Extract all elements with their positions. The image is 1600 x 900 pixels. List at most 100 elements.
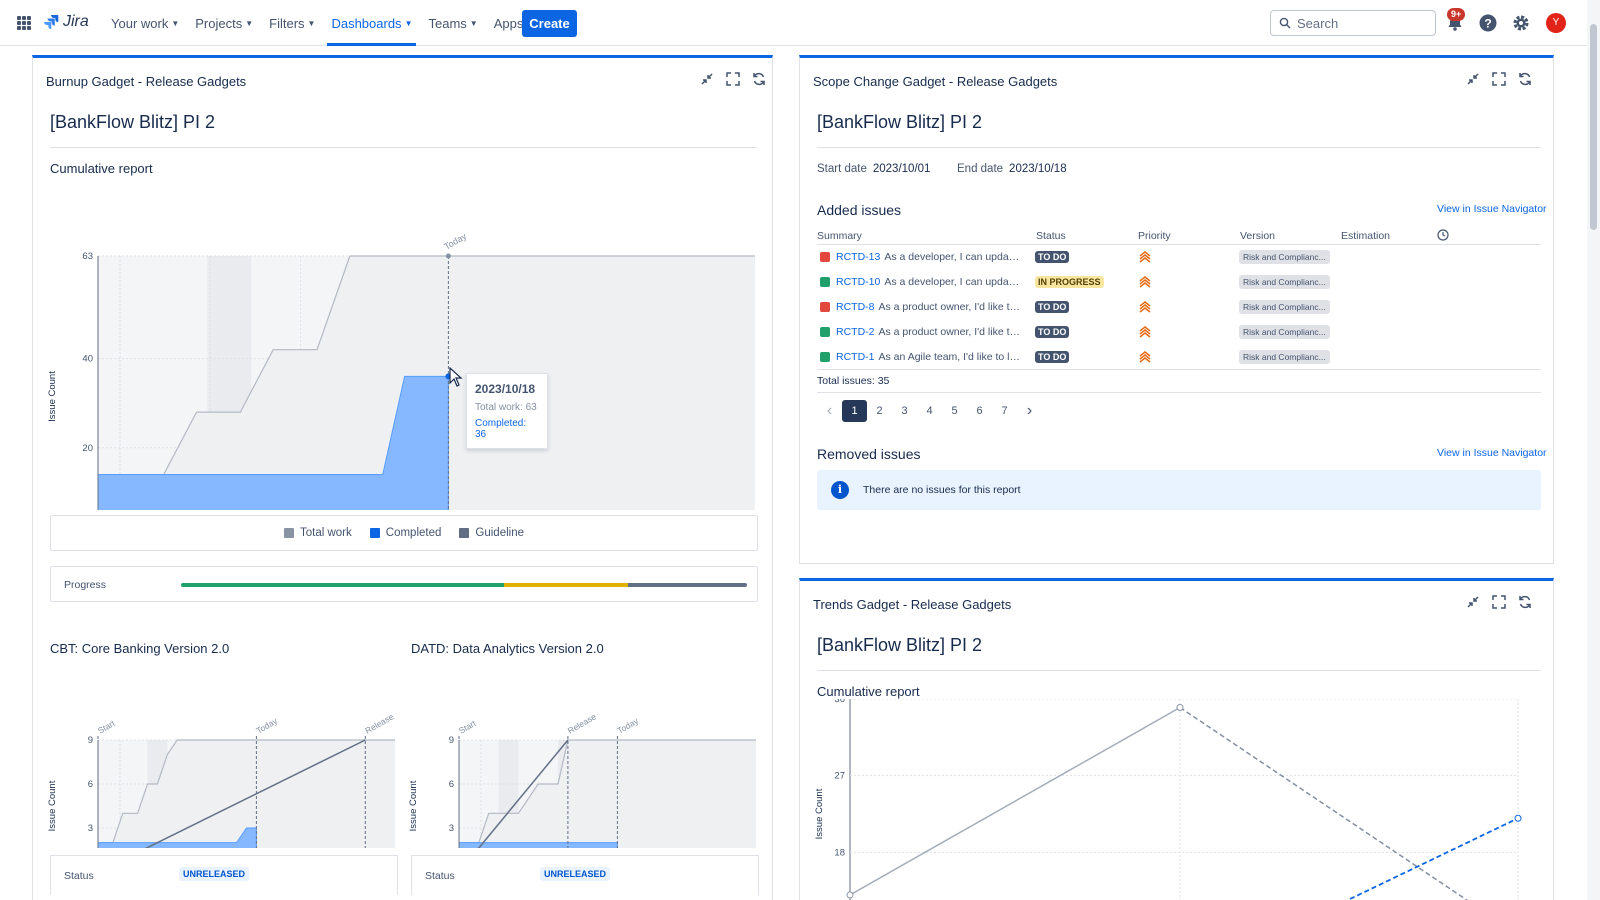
progress-label: Progress — [64, 579, 107, 591]
guideline-line — [477, 739, 569, 848]
app-switcher-icon[interactable] — [17, 16, 31, 30]
maximize-icon[interactable] — [726, 72, 740, 86]
table-row[interactable]: RCTD-13 As a developer, I can update d...… — [817, 245, 1525, 270]
column-header-status[interactable]: Status — [1036, 230, 1066, 242]
user-avatar[interactable]: Y — [1546, 13, 1566, 33]
svg-text:?: ? — [1484, 17, 1491, 31]
view-in-issue-navigator-link[interactable]: View in Issue Navigator — [1437, 203, 1547, 215]
y-axis-label: Issue Count — [408, 780, 419, 831]
nav-label: Dashboards — [331, 15, 402, 31]
table-row[interactable]: RCTD-8 As a product owner, I'd like to i.… — [817, 295, 1525, 320]
page-scrollbar[interactable] — [1587, 0, 1600, 900]
search-box[interactable] — [1270, 10, 1436, 36]
data-point — [1514, 814, 1522, 822]
progress-segment — [503, 583, 629, 587]
table-row[interactable]: RCTD-2 As a product owner, I'd like to e.… — [817, 320, 1525, 345]
nav-projects[interactable]: Projects ▼ — [187, 0, 261, 46]
column-header-version[interactable]: Version — [1240, 230, 1276, 242]
settings-gear-icon[interactable] — [1511, 13, 1531, 33]
legend-item-guideline[interactable]: Guideline — [459, 527, 524, 539]
total-work-line — [98, 255, 755, 476]
maximize-icon[interactable] — [1492, 72, 1506, 86]
start-date-label: Start date — [817, 163, 867, 175]
y-tick-label: 27 — [834, 771, 845, 782]
minimize-icon[interactable] — [700, 72, 714, 86]
progress-segment — [181, 583, 504, 587]
legend-item-total-work[interactable]: Total work — [284, 527, 352, 539]
section-title: Cumulative report — [817, 684, 920, 699]
refresh-icon[interactable] — [752, 72, 766, 86]
divider — [817, 369, 1541, 370]
story-type-icon — [820, 277, 830, 287]
page-button[interactable]: 5 — [951, 405, 958, 417]
page-button[interactable]: 1 — [842, 400, 867, 422]
priority-highest-icon — [1139, 326, 1151, 338]
trends-chart: 18 27 36 Issue Count — [814, 699, 1522, 900]
story-type-icon — [820, 327, 830, 337]
issue-key-link[interactable]: RCTD-8 — [836, 301, 875, 313]
data-point — [1176, 704, 1184, 712]
minimize-icon[interactable] — [1466, 72, 1480, 86]
legend-swatch — [369, 528, 380, 538]
logo-text: Jira — [63, 13, 89, 30]
priority-highest-icon — [1139, 251, 1151, 263]
clock-icon — [1437, 229, 1449, 241]
page-button[interactable]: 7 — [1001, 405, 1008, 417]
nav-filters[interactable]: Filters ▼ — [261, 0, 323, 46]
bug-type-icon — [820, 252, 830, 262]
scrollbar-thumb[interactable] — [1590, 24, 1597, 230]
priority-highest-icon — [1139, 351, 1151, 363]
column-header-summary[interactable]: Summary — [817, 230, 862, 242]
nav-label: Filters — [269, 15, 305, 31]
maximize-icon[interactable] — [1492, 595, 1506, 609]
chart-tooltip: 2023/10/18 Total work: 63 Completed: 36 — [466, 373, 548, 449]
table-row[interactable]: RCTD-1 As an Agile team, I'd like to lear… — [817, 345, 1525, 370]
page-button[interactable]: 4 — [926, 405, 933, 417]
nav-label: Teams — [428, 15, 467, 31]
legend-item-completed[interactable]: Completed — [369, 527, 441, 539]
tooltip-date: 2023/10/18 — [475, 382, 536, 396]
chevron-right-icon[interactable]: › — [1026, 402, 1033, 419]
column-header-priority[interactable]: Priority — [1138, 230, 1171, 242]
status-badge: UNRELEASED — [540, 867, 611, 881]
issue-summary-text: As a developer, I can update d... — [884, 251, 1021, 263]
create-button[interactable]: Create — [522, 10, 577, 37]
page-button[interactable]: 6 — [976, 405, 983, 417]
nav-your-work[interactable]: Your work ▼ — [103, 0, 187, 46]
issue-key-link[interactable]: RCTD-13 — [836, 251, 881, 263]
view-in-issue-navigator-link[interactable]: View in Issue Navigator — [1437, 447, 1547, 459]
marker-label: Today — [254, 715, 279, 735]
issue-key-link[interactable]: RCTD-1 — [836, 351, 875, 363]
version-tag: Risk and Complianc... — [1239, 250, 1330, 264]
y-tick-label: 18 — [834, 847, 845, 858]
search-input[interactable] — [1297, 15, 1427, 31]
refresh-icon[interactable] — [1518, 595, 1532, 609]
version-chart-title: DATD: Data Analytics Version 2.0 — [411, 641, 604, 656]
page-button[interactable]: 2 — [876, 405, 883, 417]
top-navigation: Jira Your work ▼ Projects ▼ Filters ▼ Dashb… — [0, 0, 1600, 46]
y-axis-label: Issue Count — [814, 788, 825, 839]
jira-logo[interactable]: Jira — [43, 13, 89, 31]
total-work-area — [98, 740, 395, 848]
bug-type-icon — [820, 302, 830, 312]
minimize-icon[interactable] — [1466, 595, 1480, 609]
column-header-estimation[interactable]: Estimation — [1341, 230, 1391, 242]
refresh-icon[interactable] — [1518, 72, 1532, 86]
nav-dashboards[interactable]: Dashboards ▼ — [323, 0, 420, 46]
y-tick-label: 20 — [82, 443, 93, 454]
page-button[interactable]: 3 — [901, 405, 908, 417]
total-work-line — [98, 739, 395, 844]
issue-key-link[interactable]: RCTD-2 — [836, 326, 875, 338]
nav-teams[interactable]: Teams ▼ — [420, 0, 485, 46]
chevron-left-icon[interactable]: ‹ — [826, 402, 833, 419]
marker-label: Start — [457, 718, 478, 736]
status-lozenge: IN PROGRESS — [1035, 276, 1104, 288]
y-tick-label: 6 — [449, 779, 454, 790]
version-tag: Risk and Complianc... — [1239, 350, 1330, 364]
y-axis-label: Issue Count — [47, 780, 58, 831]
notification-badge: 9+ — [1447, 8, 1466, 21]
nav-label: Projects — [195, 15, 243, 31]
help-icon[interactable]: ? — [1478, 13, 1498, 33]
issue-key-link[interactable]: RCTD-10 — [836, 276, 881, 288]
